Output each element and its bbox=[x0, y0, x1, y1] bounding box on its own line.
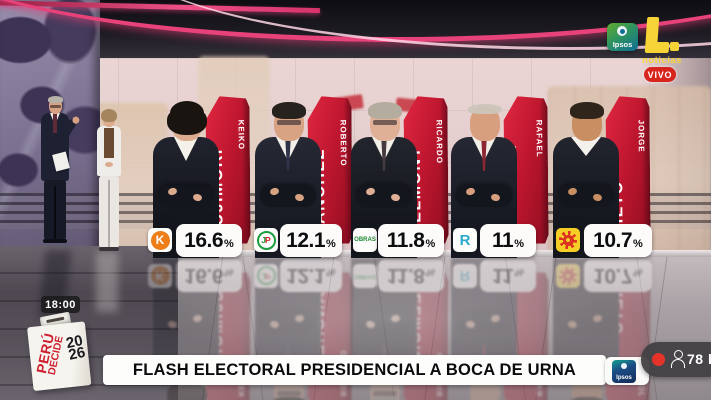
result-pill: 12.1 % bbox=[280, 224, 342, 257]
live-dot bbox=[652, 353, 665, 366]
presenter-female bbox=[90, 109, 130, 251]
obras-icon: OBRAS bbox=[353, 228, 377, 252]
person-icon bbox=[671, 350, 685, 368]
candidate-sanchez: SÁNCHEZ ROBERTO JP 12.1 % SÁNCHEZ ROBERT… bbox=[250, 92, 360, 400]
candidate-lopez-aliaga: LÓPEZ ALIAGA RAFAEL R 11 % LÓPEZ ALIAGA … bbox=[446, 92, 556, 400]
fuerza-popular-k-icon: K bbox=[148, 228, 172, 252]
candidate-nieto: NIETO JORGE 10.7 % NIETO JORGE bbox=[548, 92, 658, 400]
latina-l-logo bbox=[642, 17, 684, 57]
candidate-belmont: BELMONT RICARDO OBRAS 11.8 % BELMONT RIC… bbox=[346, 92, 456, 400]
viewer-count: 78 k bbox=[687, 351, 711, 367]
neon-arc bbox=[0, 0, 711, 42]
sun-icon bbox=[556, 228, 580, 252]
peru-decide-2026-logo: PERÚ DECIDE 20 26 bbox=[22, 311, 100, 398]
candidate-fujimori: FUJIMORI KEIKO K 16.6 % FUJIMORI KEIKO bbox=[148, 92, 258, 400]
ipsos-logo-mark bbox=[617, 26, 627, 36]
viewer-count-badge: 78 k bbox=[641, 342, 711, 377]
channel-name-label: noticias bbox=[642, 55, 682, 66]
presenter-male bbox=[34, 96, 84, 246]
ipsos-logo: Ipsos bbox=[607, 23, 638, 51]
live-badge: VIVO bbox=[644, 67, 676, 82]
result-pill: 16.6 % bbox=[176, 224, 242, 257]
time-badge: 18:00 bbox=[41, 296, 80, 313]
result-pill: 11.8 % bbox=[378, 224, 444, 257]
result-pill: 11 % bbox=[480, 224, 536, 257]
renovacion-popular-r-icon: R bbox=[453, 228, 477, 252]
ipsos-logo-small: Ipsos bbox=[612, 360, 636, 383]
result-pill: 10.7 % bbox=[584, 224, 652, 257]
lower-third-headline: FLASH ELECTORAL PRESIDENCIAL A BOCA DE U… bbox=[103, 355, 606, 385]
